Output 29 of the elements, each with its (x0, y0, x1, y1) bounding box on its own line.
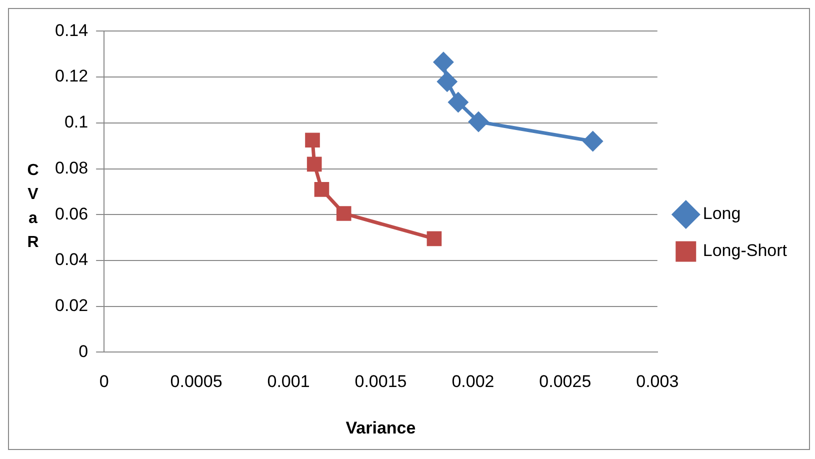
x-axis-title: Variance (346, 418, 416, 438)
x-tick-label: 0.002 (452, 372, 494, 392)
x-tick-label: 0 (99, 372, 109, 392)
x-tick-label: 0.0025 (539, 372, 592, 392)
legend-label: Long-Short (702, 241, 788, 260)
y-tick-label: 0.08 (54, 158, 88, 178)
point (426, 231, 442, 246)
point (336, 206, 352, 221)
y-tick-label: 0.14 (54, 20, 88, 40)
x-tick-label: 0.0015 (354, 372, 407, 392)
y-tick-label: 0.02 (54, 296, 88, 316)
x-tick-label: 0.003 (636, 372, 679, 392)
point (306, 156, 322, 172)
y-axis-title: CVaR (26, 161, 40, 253)
legend-label: Long (702, 204, 741, 224)
point (437, 72, 457, 92)
x-tick-label: 0.0005 (170, 372, 222, 392)
y-tick-label: 0.04 (54, 250, 88, 270)
point (583, 132, 603, 152)
y-tick-label: 0.12 (54, 66, 88, 86)
point (448, 92, 468, 112)
x-tick-label: 0.001 (267, 372, 310, 392)
y-tick-label: 0 (78, 342, 88, 361)
point (434, 52, 454, 72)
y-tick-label: 0.1 (64, 112, 88, 132)
point (305, 132, 320, 148)
point (468, 112, 488, 132)
point (314, 182, 330, 197)
y-tick-label: 0.06 (54, 204, 88, 224)
